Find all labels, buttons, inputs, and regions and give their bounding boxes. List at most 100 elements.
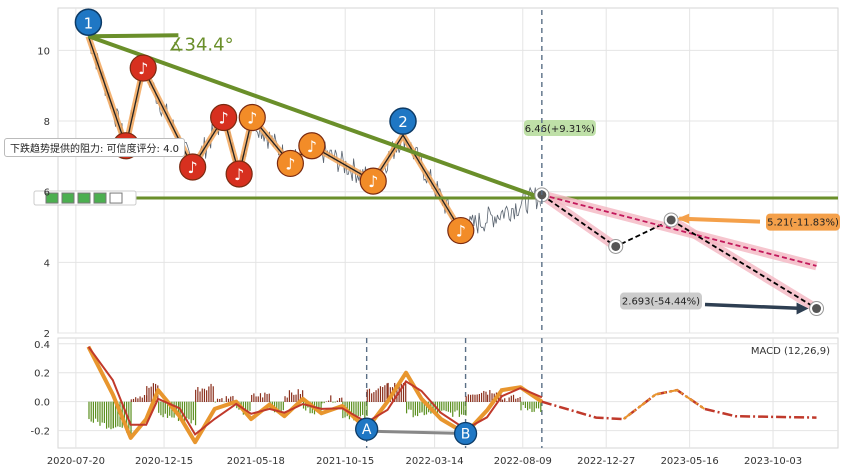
macd-histogram-bar [531, 401, 533, 413]
macd-histogram-bar [456, 401, 458, 411]
macd-histogram-bar [387, 382, 389, 402]
macd-histogram-bar [257, 396, 259, 402]
rating-empty-icon [109, 192, 123, 204]
macd-histogram-bar [443, 401, 445, 411]
macd-histogram-bar [186, 401, 188, 419]
macd-histogram-bar [504, 398, 506, 402]
y-tick-label: 2 [44, 329, 50, 340]
macd-histogram-bar [463, 401, 465, 415]
macd-histogram-bar [128, 401, 130, 432]
macd-histogram-bar [323, 401, 325, 404]
macd-histogram-bar [353, 401, 355, 421]
macd-histogram-bar [434, 401, 436, 415]
y-tick-label: 6 [44, 188, 50, 199]
macd-histogram-bar [405, 383, 407, 402]
macd-histogram-bar [212, 386, 214, 402]
macd-histogram-bar [515, 398, 517, 402]
macd-histogram-bar [117, 401, 119, 427]
macd-histogram-bar [483, 390, 485, 402]
rating-square-icon [93, 192, 107, 204]
macd-histogram-bar [375, 390, 377, 402]
wave-marker [74, 8, 103, 37]
macd-histogram-bar [416, 401, 419, 417]
x-tick-label: 2022-08-09 [494, 456, 552, 467]
projection-node-dot [666, 215, 676, 225]
x-tick-label: 2021-10-15 [316, 456, 374, 467]
macd-histogram-bar [520, 401, 522, 411]
macd-histogram-bar [366, 389, 368, 402]
macd-histogram-bar [469, 394, 472, 402]
macd-histogram-bar [351, 401, 353, 417]
macd-histogram-bar [373, 392, 375, 402]
macd-histogram-bar [94, 401, 97, 419]
macd-histogram-bar [460, 401, 463, 415]
macd-histogram-bar [251, 394, 253, 402]
macd-histogram-bar [439, 401, 441, 414]
target-2-arrow [704, 302, 805, 311]
macd-histogram-bar [278, 401, 280, 411]
macd-projection-line [541, 388, 817, 421]
projection-path-3 [670, 219, 817, 310]
macd-histogram-bar [194, 401, 197, 426]
macd-histogram-bar [190, 401, 192, 424]
wave-marker-label: 1 [84, 14, 94, 32]
macd-histogram-bar [357, 401, 359, 417]
macd-histogram-bar [384, 385, 386, 402]
macd-histogram-bar [522, 401, 524, 406]
macd-histogram-bar [221, 398, 223, 402]
macd-histogram-bar [362, 401, 364, 415]
macd-histogram-bar [489, 390, 491, 402]
music-note-glyph: ♪ [138, 59, 148, 78]
trend-line [87, 34, 543, 200]
macd-histogram-bar [371, 393, 373, 402]
music-note-icon [129, 54, 157, 82]
macd-histogram-bar [286, 397, 288, 402]
macd-histogram-bar [112, 401, 115, 428]
macd-histogram-bar [108, 401, 110, 428]
macd-histogram-bar [533, 401, 535, 412]
macd-histogram-bar [262, 397, 264, 402]
macd-histogram-bar [309, 401, 311, 414]
macd-histogram-bar [299, 394, 302, 402]
resistance-tooltip: 下跌趋势提供的阻力: 可信度评分: 4.0 [4, 138, 185, 157]
macd-histogram-bar [368, 388, 371, 402]
macd-histogram-bar [316, 401, 318, 410]
x-tick-label: 2022-12-27 [577, 456, 635, 467]
macd-histogram-bar [293, 394, 295, 402]
macd-histogram-bar [183, 401, 186, 422]
macd-histogram-bar [320, 401, 322, 411]
music-note-icon [447, 216, 475, 245]
music-note-glyph: ♪ [456, 222, 466, 241]
macd-projection-line [622, 389, 706, 420]
macd-histogram-bar [327, 400, 330, 402]
projection-node-dot [611, 241, 621, 251]
divergence-marker-label: A [362, 422, 372, 438]
x-tick-label: 2021-05-18 [227, 456, 285, 467]
macd-histogram-bar [366, 401, 368, 417]
macd-histogram-bar [519, 396, 521, 402]
macd-histogram-bar [162, 401, 164, 418]
macd-histogram-bar [341, 397, 343, 402]
angle-line [88, 33, 179, 39]
macd-histogram-bar [208, 386, 210, 402]
macd-histogram-bar [336, 400, 338, 402]
macd-histogram-bar [150, 386, 152, 402]
divergence-marker-label: B [461, 427, 471, 443]
macd-histogram-bar [88, 401, 90, 420]
macd-histogram-bar [255, 396, 257, 402]
macd-histogram-bar [501, 399, 504, 402]
y-tick-label: 8 [44, 117, 50, 128]
macd-histogram-bar [216, 398, 219, 402]
macd-histogram-bar [402, 382, 405, 402]
x-tick-label: 2023-10-03 [744, 456, 802, 467]
music-note-glyph: ♪ [234, 165, 244, 184]
macd-histogram-bar [201, 388, 203, 402]
macd-histogram-bar [295, 394, 297, 402]
macd-histogram-bar [445, 401, 447, 412]
macd-histogram-bar [414, 401, 416, 416]
macd-histogram-bar [99, 401, 101, 426]
macd-histogram-bar [253, 393, 255, 402]
x-tick-label: 2020-12-15 [135, 456, 193, 467]
macd-histogram-bar [244, 401, 247, 415]
macd-histogram-bar [472, 394, 474, 402]
